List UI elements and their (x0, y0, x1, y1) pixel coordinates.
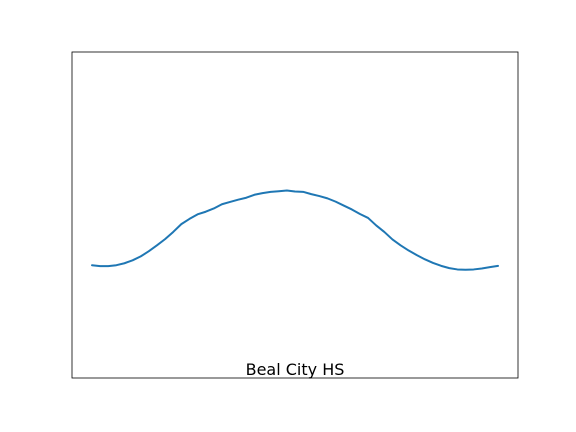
series-layer (91, 189, 499, 271)
chart-caption: Beal City HS (246, 360, 345, 379)
series-line-0 (91, 189, 499, 271)
plot-area-frame (71, 51, 519, 379)
